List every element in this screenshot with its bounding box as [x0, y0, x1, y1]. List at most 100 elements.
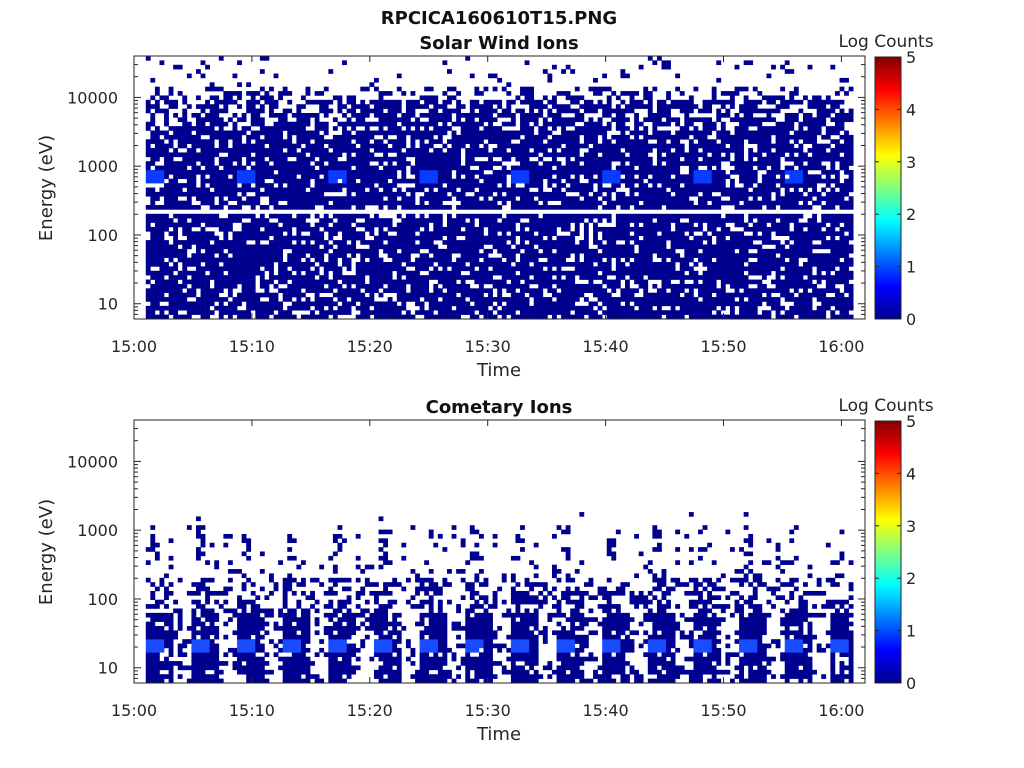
- heatmap-cell: [492, 213, 498, 219]
- heatmap-cell: [428, 297, 434, 302]
- heatmap-cell: [447, 161, 452, 166]
- heatmap-cell: [451, 235, 457, 241]
- heatmap-cell: [643, 244, 649, 250]
- heatmap-cell: [643, 143, 649, 149]
- heatmap-cell: [424, 112, 430, 118]
- heatmap-cell: [200, 310, 206, 315]
- heatmap-cell: [565, 262, 571, 267]
- heatmap-cell: [410, 108, 416, 114]
- heatmap-cell: [679, 191, 685, 197]
- heatmap-cell: [305, 288, 311, 293]
- heatmap-cell: [419, 288, 425, 293]
- heatmap-cell: [688, 174, 694, 180]
- heatmap-cell: [474, 288, 480, 293]
- heatmap-cell: [433, 218, 439, 223]
- heatmap-cell: [533, 292, 539, 298]
- heatmap-cell: [483, 200, 489, 206]
- heatmap-cell: [173, 305, 179, 311]
- heatmap-cell: [387, 130, 393, 136]
- heatmap-cell: [177, 126, 183, 131]
- heatmap-cell: [424, 121, 430, 127]
- heatmap-cell: [593, 288, 598, 293]
- heatmap-cell: [287, 191, 293, 197]
- heatmap-cell: [332, 266, 338, 272]
- heatmap-cell: [538, 314, 544, 320]
- heatmap-cell: [615, 104, 621, 109]
- heatmap-cell: [255, 270, 261, 276]
- heatmap-cell: [583, 288, 589, 293]
- heatmap-cell: [415, 121, 420, 127]
- heatmap-cell: [296, 108, 302, 114]
- heatmap-cell: [214, 121, 220, 127]
- heatmap-cell: [419, 196, 425, 201]
- heatmap-cell: [273, 99, 279, 105]
- heatmap-cell: [346, 174, 352, 180]
- heatmap-cell: [159, 240, 165, 245]
- heatmap-cell: [291, 292, 297, 298]
- heatmap-cell: [483, 248, 489, 254]
- heatmap-cell: [588, 178, 594, 184]
- heatmap-cell: [259, 191, 265, 197]
- heatmap-cell: [195, 121, 201, 127]
- heatmap-cell: [597, 292, 603, 298]
- heatmap-cell: [625, 205, 630, 210]
- heatmap-cell: [707, 165, 713, 171]
- heatmap-cell: [205, 292, 210, 298]
- heatmap-cell: [273, 73, 279, 79]
- heatmap-cell: [579, 165, 585, 171]
- heatmap-cell: [588, 169, 594, 175]
- heatmap-cell: [428, 152, 434, 158]
- heatmap-cell: [702, 152, 708, 158]
- heatmap-cell: [319, 183, 325, 188]
- heatmap-cell: [337, 253, 343, 258]
- heatmap-cell: [515, 165, 521, 171]
- heatmap-cell: [159, 169, 165, 175]
- heatmap-cell: [524, 178, 530, 184]
- heatmap-cell: [437, 130, 443, 136]
- heatmap-cell: [428, 257, 434, 263]
- heatmap-cell: [661, 283, 667, 289]
- heatmap-cell: [223, 134, 229, 140]
- heatmap-cell: [433, 301, 439, 307]
- heatmap-cell: [159, 174, 165, 180]
- heatmap-cell: [620, 310, 626, 315]
- heatmap-cell: [428, 139, 434, 144]
- heatmap-cell: [538, 165, 544, 171]
- heatmap-cell: [291, 266, 297, 272]
- heatmap-cell: [675, 187, 681, 193]
- heatmap-cell: [656, 148, 662, 153]
- heatmap-cell: [396, 266, 402, 272]
- heatmap-cell: [164, 248, 169, 254]
- heatmap-cell: [173, 297, 179, 302]
- heatmap-cell: [688, 301, 694, 307]
- heatmap-cell: [666, 183, 671, 188]
- heatmap-cell: [168, 187, 174, 193]
- heatmap-cell: [419, 253, 425, 258]
- heatmap-cell: [711, 283, 717, 289]
- heatmap-cell: [314, 99, 320, 105]
- heatmap-cell: [679, 283, 685, 289]
- heatmap-cell: [209, 178, 215, 184]
- heatmap-cell: [510, 226, 516, 232]
- heatmap-cell: [433, 174, 439, 180]
- heatmap-cell: [150, 262, 156, 267]
- heatmap-cell: [433, 266, 439, 272]
- heatmap-cell: [291, 191, 297, 197]
- heatmap-cell: [474, 275, 480, 280]
- heatmap-cell: [186, 152, 192, 158]
- heatmap-cell: [173, 112, 179, 118]
- heatmap-cell: [255, 161, 261, 166]
- heatmap-cell: [410, 99, 416, 105]
- heatmap-cell: [629, 292, 635, 298]
- heatmap-cell: [351, 95, 357, 101]
- heatmap-cell: [264, 183, 270, 188]
- heatmap-cell: [177, 213, 183, 219]
- heatmap-cell: [360, 121, 366, 127]
- heatmap-cell: [360, 187, 366, 193]
- heatmap-cell: [556, 266, 562, 272]
- heatmap-cell: [437, 257, 443, 263]
- heatmap-cell: [328, 297, 334, 302]
- heatmap-cell: [629, 191, 635, 197]
- heatmap-cell: [296, 301, 302, 307]
- heatmap-cell: [488, 134, 493, 140]
